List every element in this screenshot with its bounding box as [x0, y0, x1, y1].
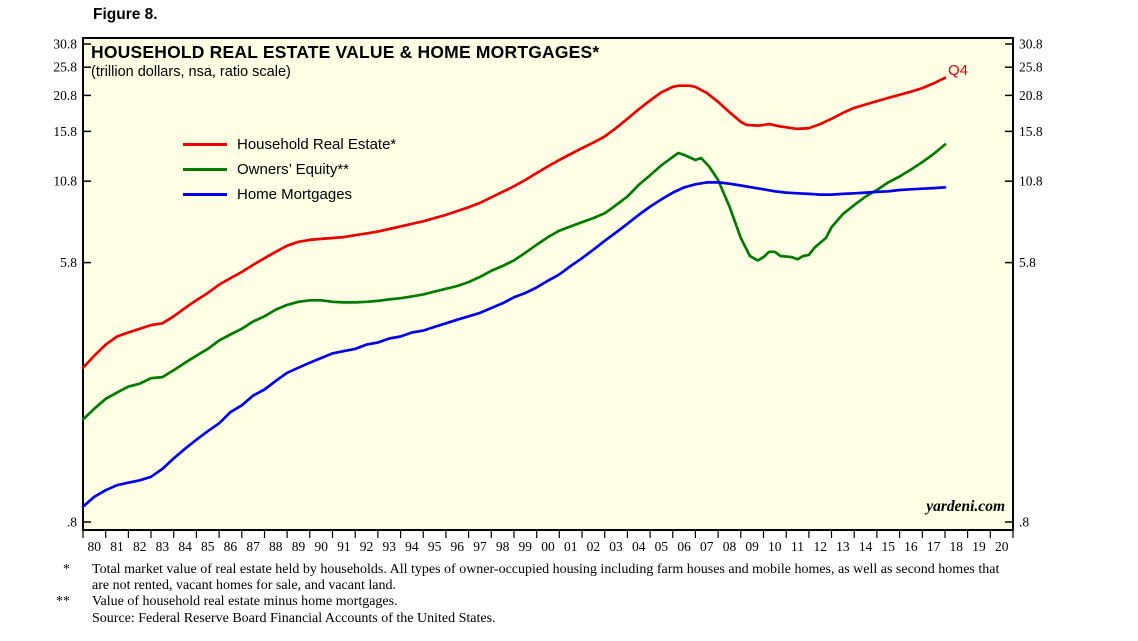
y-tick-label-left: 15.8 [53, 124, 77, 139]
footnote-row: * Total market value of real estate held… [40, 562, 1017, 594]
x-tick-label: 17 [927, 539, 941, 554]
legend-item-home-mortgages: Home Mortgages [183, 182, 396, 207]
x-tick-label: 89 [292, 539, 306, 554]
x-tick-label: 86 [224, 539, 238, 554]
x-tick-label: 15 [881, 539, 895, 554]
legend: Household Real Estate* Owners’ Equity** … [183, 132, 396, 207]
legend-swatch-green-line [183, 168, 227, 171]
plot-area [82, 37, 1014, 531]
legend-swatch-blue-line [183, 193, 227, 196]
y-tick-label-left: 25.8 [53, 60, 77, 75]
x-tick-label: 12 [813, 539, 827, 554]
legend-label-household-real-estate: Household Real Estate* [237, 136, 397, 153]
x-tick-label: 02 [587, 539, 601, 554]
legend-label-owners-equity: Owners’ Equity** [237, 161, 349, 178]
x-tick-label: 16 [904, 539, 918, 554]
chart-subtitle: (trillion dollars, nsa, ratio scale) [91, 64, 291, 80]
x-tick-label: 11 [791, 539, 804, 554]
x-tick-label: 80 [88, 539, 102, 554]
footnote-row: Source: Federal Reserve Board Financial … [40, 611, 1017, 627]
x-tick-label: 84 [178, 539, 192, 554]
x-tick-label: 88 [269, 539, 283, 554]
footnote-text: Value of household real estate minus hom… [92, 594, 398, 610]
y-tick-label-left: 10.8 [53, 174, 77, 189]
y-tick-label-right: 10.8 [1019, 174, 1043, 189]
y-tick-label-right: 20.8 [1019, 88, 1043, 103]
x-tick-label: 07 [700, 539, 714, 554]
legend-item-household-real-estate: Household Real Estate* [183, 132, 396, 157]
x-tick-label: 14 [859, 539, 873, 554]
y-tick-label-left: 30.8 [53, 37, 77, 52]
x-tick-label: 82 [133, 539, 147, 554]
x-tick-label: 92 [360, 539, 374, 554]
footnote-text: Total market value of real estate held b… [92, 562, 1000, 594]
y-tick-label-right: 25.8 [1019, 60, 1043, 75]
chart-title: HOUSEHOLD REAL ESTATE VALUE & HOME MORTG… [91, 42, 600, 62]
x-tick-label: 98 [496, 539, 510, 554]
y-tick-label-right: .8 [1019, 515, 1029, 530]
footnote-marker: * [63, 562, 70, 577]
x-tick-label: 13 [836, 539, 850, 554]
y-tick-label-left: 5.8 [60, 255, 77, 270]
x-tick-label: 87 [246, 539, 260, 554]
footnote-marker [40, 611, 70, 627]
x-tick-label: 05 [655, 539, 669, 554]
x-tick-label: 97 [473, 539, 487, 554]
legend-item-owners-equity: Owners’ Equity** [183, 157, 396, 182]
x-tick-label: 85 [201, 539, 215, 554]
y-tick-label-right: 15.8 [1019, 124, 1043, 139]
x-tick-label: 96 [451, 539, 465, 554]
watermark: yardeni.com [926, 498, 1005, 515]
x-tick-label: 81 [110, 539, 124, 554]
footnote-marker: ** [56, 594, 70, 610]
legend-swatch-red-line [183, 143, 227, 146]
x-tick-label: 20 [995, 539, 1009, 554]
y-tick-label-left: 20.8 [53, 88, 77, 103]
x-tick-label: 91 [337, 539, 351, 554]
figure-label: Figure 8. [93, 6, 158, 23]
series-line [81, 181, 947, 508]
latest-quarter-label: Q4 [948, 62, 969, 79]
x-tick-label: 93 [382, 539, 396, 554]
series-line [81, 76, 947, 370]
x-tick-label: 03 [609, 539, 623, 554]
y-tick-label-left: .8 [67, 515, 77, 530]
footnotes: * Total market value of real estate held… [40, 562, 1017, 627]
y-tick-label-right: 5.8 [1019, 255, 1036, 270]
x-tick-label: 83 [156, 539, 170, 554]
x-tick-label: 10 [768, 539, 782, 554]
chart-canvas: 30.8 30.825.8 25.820.8 20.815.8 15.810.8 10.8… [53, 37, 1043, 555]
x-tick-label: 94 [405, 539, 419, 554]
footnote-row: ** Value of household real estate minus … [40, 594, 1017, 610]
series-line [81, 143, 947, 421]
source-text: Source: Federal Reserve Board Financial … [92, 610, 496, 626]
x-tick-label: 90 [314, 539, 328, 554]
x-tick-label: 19 [972, 539, 986, 554]
x-tick-label: 99 [519, 539, 533, 554]
x-tick-label: 04 [632, 539, 646, 554]
x-tick-label: 18 [950, 539, 964, 554]
y-tick-label-right: 30.8 [1019, 37, 1043, 52]
x-tick-label: 01 [564, 539, 578, 554]
x-tick-label: 95 [428, 539, 442, 554]
x-tick-label: 00 [541, 539, 555, 554]
x-tick-label: 06 [677, 539, 691, 554]
x-tick-label: 09 [745, 539, 759, 554]
legend-label-home-mortgages: Home Mortgages [237, 186, 353, 203]
x-tick-label: 08 [723, 539, 737, 554]
